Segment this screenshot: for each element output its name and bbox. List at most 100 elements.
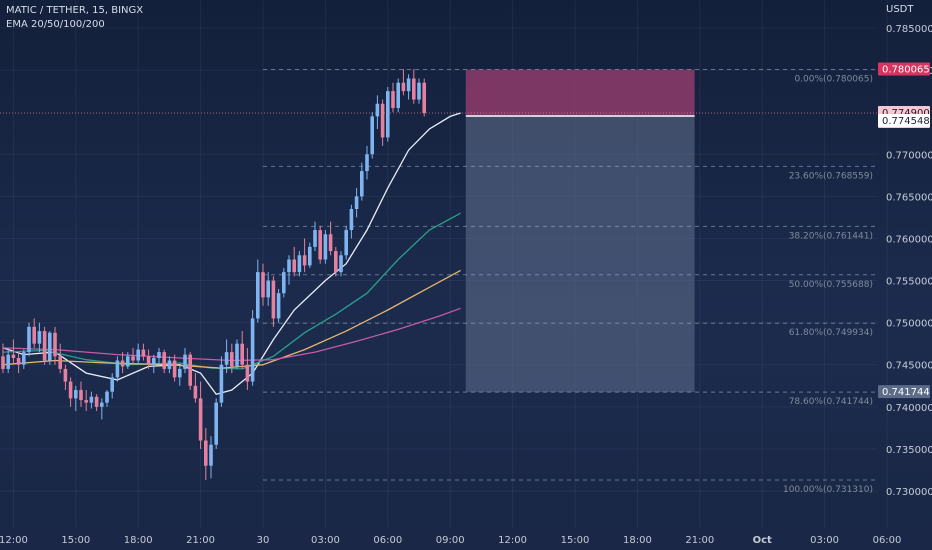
candle-body [282,272,286,294]
candle-body [120,360,125,367]
take-profit-zone [465,115,695,393]
candle-body [240,343,244,365]
candle-body [16,357,21,365]
candle-body [167,360,172,369]
candle [282,267,286,298]
candle [328,221,333,256]
candle [120,352,125,374]
candle [370,112,374,159]
candle [183,347,187,374]
candle [401,69,406,96]
price-label: 0.774900 [882,108,930,119]
candle-body [188,354,192,386]
candle [323,230,328,264]
candle-body [27,326,31,353]
x-tick-label: 18:00 [124,535,153,546]
candlesticks [1,69,426,481]
candle-body [58,356,62,369]
candle-body [94,396,99,407]
candle [349,204,354,239]
candle [386,86,390,142]
candle [339,251,343,277]
indicator-legend[interactable]: EMA 20/50/100/200 [6,19,105,30]
candle [1,343,5,374]
candle-body [276,293,281,319]
candle [375,95,380,130]
candle-body [292,259,296,273]
candle [37,322,42,353]
x-tick-label: 06:00 [373,535,402,546]
candle-body [48,332,52,361]
candle-body [22,352,26,365]
candle [100,398,104,420]
candle [209,436,213,479]
candle [11,339,16,365]
candle [32,318,36,348]
candle-body [401,82,406,92]
currency-unit: USDT [886,4,914,15]
symbol-title[interactable]: MATIC / TETHER, 15, BINGX [6,5,144,16]
candle [68,377,73,407]
candle-body [214,402,218,445]
candle-body [271,280,276,319]
candle [94,394,99,412]
candle-body [204,440,208,466]
candle [188,352,192,390]
candle [406,74,411,100]
candle-body [110,377,114,392]
candle-body [339,255,343,273]
ema-line [2,212,461,370]
candle-body [63,368,68,382]
candle [198,381,203,449]
candle [74,385,78,412]
candle [354,187,359,218]
candle [6,347,10,374]
candle [126,352,130,369]
candle-body [302,255,307,266]
candle-body [37,331,42,344]
candle-body [198,398,203,441]
candle [204,427,208,481]
candle [360,162,364,201]
candle [131,347,135,365]
candle [344,225,348,260]
y-tick-label: 0.730000 [886,487,932,498]
candle [412,69,416,104]
candle-body [334,251,338,273]
candle [89,391,94,409]
price-label: 0.774548 [882,116,930,127]
candle-body [313,230,317,247]
candle-body [172,360,177,378]
fib-level-label: 61.80%(0.749934) [789,328,873,338]
price-label-box [878,385,930,399]
candle [276,288,281,323]
candle [380,99,385,146]
x-tick-label: 18:00 [623,535,652,546]
gridlines [0,0,887,528]
x-tick-label: 15:00 [61,535,90,546]
candle-body [209,444,213,466]
x-tick-label: 09:00 [436,535,465,546]
candle [115,356,120,382]
candle-body [136,349,140,361]
candle-body [162,352,166,369]
y-tick-label: 0.735000 [886,445,932,456]
candle [287,255,291,285]
candle [105,389,109,407]
candle [224,339,229,374]
candle-body [1,356,5,369]
price-axis: 0.7850000.7800000.7700000.7650000.760000… [886,24,932,498]
candle-body [235,343,239,367]
candle [146,349,151,369]
candle [417,78,421,104]
candle [167,356,172,374]
candle [16,352,21,374]
candle-body [370,116,374,155]
x-tick-label: 21:00 [186,535,215,546]
x-tick-label: Oct [753,535,772,546]
candle [261,263,265,306]
x-tick-label: 12:00 [0,535,28,546]
candle [266,272,270,306]
